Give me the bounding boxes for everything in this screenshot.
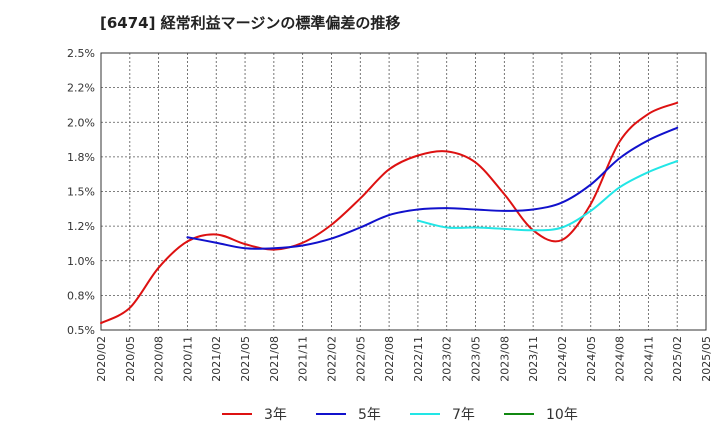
plot-border (100, 52, 707, 331)
y-tick-label: 2.0% (67, 116, 95, 129)
y-tick-label: 0.8% (67, 289, 95, 302)
x-tick-label: 2022/05 (354, 336, 367, 382)
x-tick-label: 2020/02 (95, 336, 108, 382)
x-tick-label: 2023/05 (470, 336, 483, 382)
x-tick-label: 2020/11 (181, 336, 194, 382)
x-tick-label: 2020/08 (153, 336, 166, 382)
legend-label-1: 3年 (264, 407, 287, 423)
x-tick-label: 2023/08 (498, 336, 511, 382)
y-tick-label: 2.2% (67, 82, 95, 95)
y-tick-label: 1.0% (67, 255, 95, 268)
x-tick-label: 2021/11 (297, 336, 310, 382)
x-tick-label: 2024/02 (556, 336, 569, 382)
series-line-3 (416, 160, 679, 232)
y-tick-label: 2.5% (67, 47, 95, 60)
x-tick-label: 2023/11 (527, 336, 540, 382)
y-tick-label: 1.2% (67, 220, 95, 233)
series-line-1 (100, 101, 679, 325)
x-tick-label: 2024/05 (585, 336, 598, 382)
x-tick-label: 2021/02 (210, 336, 223, 382)
x-tick-label: 2022/02 (325, 336, 338, 382)
x-tick-label: 2024/08 (614, 336, 627, 382)
x-tick-label: 2024/11 (642, 336, 655, 382)
chart-title: [6474] 経常利益マージンの標準偏差の推移 (100, 14, 401, 32)
y-tick-label: 1.5% (67, 186, 95, 199)
x-tick-label: 2023/02 (441, 336, 454, 382)
x-tick-label: 2025/05 (700, 336, 713, 382)
x-tick-label: 2020/05 (124, 336, 137, 382)
legend-label-3: 7年 (452, 407, 475, 423)
y-tick-label: 1.8% (67, 151, 95, 164)
x-tick-label: 2025/02 (671, 336, 684, 382)
x-tick-label: 2022/08 (383, 336, 396, 382)
x-tick-label: 2022/11 (412, 336, 425, 382)
y-tick-label: 0.5% (67, 324, 95, 337)
legend-label-2: 5年 (358, 407, 381, 423)
x-tick-label: 2021/05 (239, 336, 252, 382)
series-line-2 (186, 126, 679, 250)
legend-label-4: 10年 (546, 407, 578, 423)
x-tick-label: 2021/08 (268, 336, 281, 382)
